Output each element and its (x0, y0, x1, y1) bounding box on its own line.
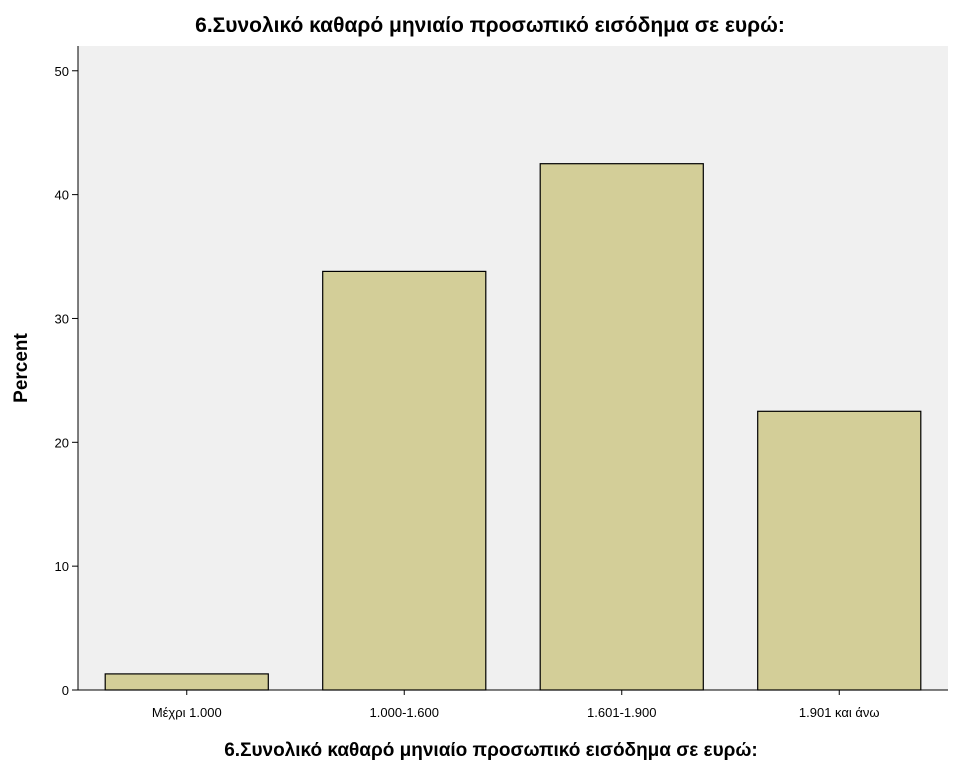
x-tick-label: 1.601-1.900 (587, 705, 656, 720)
x-tick-label: Μέχρι 1.000 (152, 705, 222, 720)
y-tick-label: 10 (55, 559, 69, 574)
y-tick-label: 20 (55, 435, 69, 450)
x-tick-label: 1.000-1.600 (370, 705, 439, 720)
bar-3 (539, 163, 704, 691)
bar-4 (757, 410, 922, 691)
chart-title: 6.Συνολικό καθαρό μηνιαίο προσωπικό εισό… (195, 14, 785, 37)
y-tick-label: 0 (62, 683, 69, 698)
x-axis-labels: Μέχρι 1.000 1.000-1.600 1.601-1.900 1.901 κ… (152, 690, 880, 720)
y-axis-title: Percent (11, 332, 32, 402)
y-axis-ticks: 0 10 20 30 40 50 (55, 64, 78, 698)
y-tick-label: 50 (55, 64, 69, 79)
x-axis-title: 6.Συνολικό καθαρό μηνιαίο προσωπικό εισό… (224, 740, 758, 761)
bars-layer (104, 163, 922, 691)
x-tick-label: 1.901 και άνω (799, 705, 880, 720)
y-tick-label: 40 (55, 188, 69, 203)
bar-2 (322, 270, 487, 691)
y-tick-label: 30 (55, 311, 69, 326)
bar-1 (104, 673, 269, 691)
